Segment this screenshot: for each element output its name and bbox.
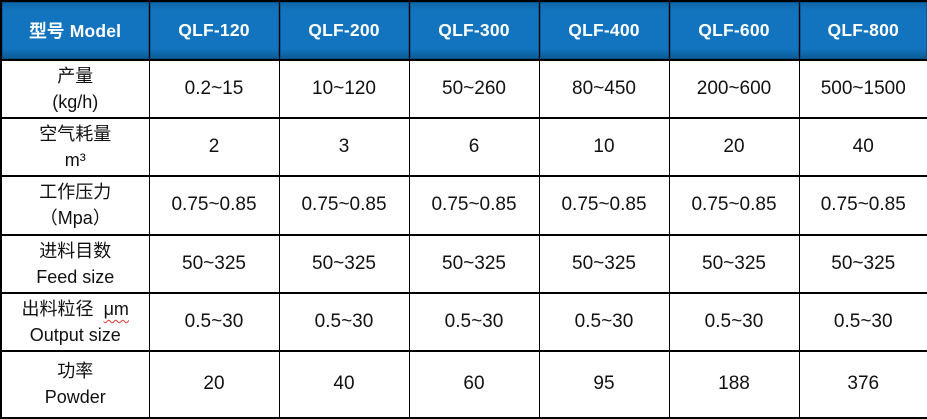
header-col-qlf-200: QLF-200 (278, 0, 410, 61)
row-label-air-consumption: 空气耗量 m³ (0, 117, 150, 178)
row-capacity: 产量 (kg/h) 0.2~15 10~120 50~260 80~450 20… (0, 58, 927, 120)
power-value-cell: 60 (408, 349, 540, 419)
row-label-power-en: Powder (44, 387, 106, 408)
header-row: 型号 Model QLF-120 QLF-200 QLF-300 QLF-400… (0, 0, 927, 61)
working-pressure-value-cell: 0.75~0.85 (148, 175, 280, 236)
capacity-value-cell: 0.2~15 (148, 58, 280, 120)
power-value-cell: 20 (148, 349, 280, 419)
capacity-value-cell: 200~600 (668, 58, 800, 120)
row-label-working-pressure-zh: 工作压力 (39, 182, 112, 203)
header-col-qlf-300: QLF-300 (408, 0, 540, 61)
power-value-cell: 40 (278, 349, 410, 419)
row-label-output-size-en: Output size (29, 324, 121, 345)
row-feed-size: 进料目数 Feed size 50~325 50~325 50~325 50~3… (0, 233, 927, 294)
row-label-capacity: 产量 (kg/h) (0, 58, 150, 120)
working-pressure-value-cell: 0.75~0.85 (538, 175, 670, 236)
row-output-size: 出料粒径 μm Output size 0.5~30 0.5~30 0.5~30… (0, 291, 927, 352)
row-label-capacity-zh: 产量 (57, 66, 94, 86)
power-value-cell: 376 (798, 349, 927, 419)
air-consumption-value-cell: 40 (798, 117, 927, 178)
working-pressure-value-cell: 0.75~0.85 (278, 175, 410, 236)
row-label-output-size: 出料粒径 μm Output size (0, 291, 150, 352)
header-col-qlf-800: QLF-800 (798, 0, 927, 61)
power-value-cell: 95 (538, 349, 670, 419)
row-label-air-consumption-unit: m³ (64, 150, 86, 171)
row-label-output-size-zh: 出料粒径 (21, 298, 94, 319)
row-label-working-pressure-unit: （Mpa） (39, 208, 111, 229)
capacity-value-cell: 80~450 (538, 58, 670, 120)
feed-size-value-cell: 50~325 (538, 233, 670, 294)
row-label-output-size-line1: 出料粒径 μm (6, 296, 145, 322)
row-working-pressure: 工作压力 （Mpa） 0.75~0.85 0.75~0.85 0.75~0.85… (0, 175, 927, 236)
output-size-value-cell: 0.5~30 (278, 291, 410, 352)
capacity-value-cell: 500~1500 (798, 58, 927, 120)
air-consumption-value-cell: 2 (148, 117, 280, 178)
row-power: 功率 Powder 20 40 60 95 188 376 (0, 349, 927, 419)
header-col-qlf-400: QLF-400 (538, 0, 670, 61)
feed-size-value-cell: 50~325 (668, 233, 800, 294)
working-pressure-value-cell: 0.75~0.85 (408, 175, 540, 236)
row-label-working-pressure: 工作压力 （Mpa） (0, 175, 150, 236)
feed-size-value-cell: 50~325 (798, 233, 927, 294)
output-size-value-cell: 0.5~30 (538, 291, 670, 352)
row-label-feed-size: 进料目数 Feed size (0, 233, 150, 294)
row-label-output-size-unit: μm (103, 298, 129, 319)
output-size-value-cell: 0.5~30 (148, 291, 280, 352)
row-label-air-consumption-zh: 空气耗量 (39, 124, 112, 145)
row-label-feed-size-zh: 进料目数 (39, 240, 112, 261)
air-consumption-value-cell: 3 (278, 117, 410, 178)
air-consumption-value-cell: 20 (668, 117, 800, 178)
row-label-capacity-unit: (kg/h) (52, 92, 99, 113)
feed-size-value-cell: 50~325 (148, 233, 280, 294)
row-label-power-zh: 功率 (57, 361, 94, 382)
output-size-value-cell: 0.5~30 (408, 291, 540, 352)
header-model-cell: 型号 Model (0, 0, 150, 61)
power-value-cell: 188 (668, 349, 800, 419)
capacity-value-cell: 10~120 (278, 58, 410, 120)
working-pressure-value-cell: 0.75~0.85 (798, 175, 927, 236)
row-air-consumption: 空气耗量 m³ 2 3 6 10 20 40 (0, 117, 927, 178)
capacity-value-cell: 50~260 (408, 58, 540, 120)
row-label-power: 功率 Powder (0, 349, 150, 419)
air-consumption-value-cell: 10 (538, 117, 670, 178)
working-pressure-value-cell: 0.75~0.85 (668, 175, 800, 236)
row-label-feed-size-en: Feed size (36, 266, 115, 287)
output-size-value-cell: 0.5~30 (668, 291, 800, 352)
header-col-qlf-120: QLF-120 (148, 0, 280, 61)
feed-size-value-cell: 50~325 (408, 233, 540, 294)
output-size-value-cell: 0.5~30 (798, 291, 927, 352)
air-consumption-value-cell: 6 (408, 117, 540, 178)
feed-size-value-cell: 50~325 (278, 233, 410, 294)
header-col-qlf-600: QLF-600 (668, 0, 800, 61)
